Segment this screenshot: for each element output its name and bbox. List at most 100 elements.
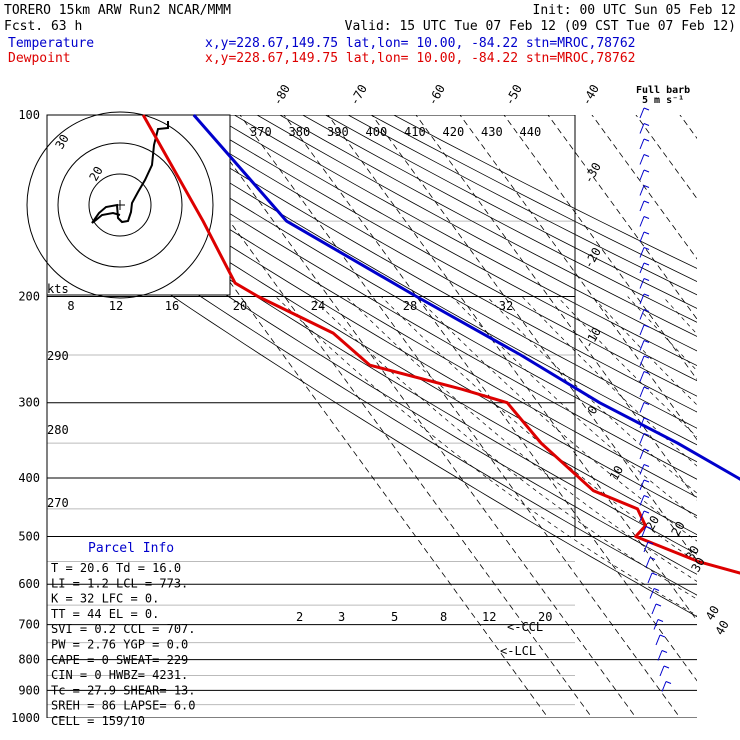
hodograph-speed-label: 16	[165, 299, 179, 313]
hodograph-ring	[57, 142, 183, 268]
hodograph-ring	[26, 111, 214, 299]
wind-barb	[639, 402, 645, 413]
pressure-tick-label: 200	[18, 290, 40, 304]
isotherm	[239, 115, 681, 718]
wind-barb-flag	[643, 107, 650, 111]
theta-label: 420	[443, 125, 465, 139]
pressure-tick-label: 300	[18, 396, 40, 410]
wind-barb-flag	[643, 216, 650, 219]
moist-adiabat	[486, 296, 697, 494]
parcel-info-row: CELL = 159/10	[51, 714, 145, 728]
moist-adiabat	[345, 296, 697, 582]
isotherm	[591, 115, 697, 260]
wind-barb	[639, 464, 645, 475]
wind-barb-flag	[643, 371, 650, 374]
moist-adiabat	[275, 296, 697, 616]
isotherm	[327, 115, 697, 622]
wind-barb-flag	[643, 386, 650, 390]
hodograph: 30 20 kts 8 12 16 20 24 28 32	[26, 111, 513, 313]
isotherm	[679, 115, 697, 139]
wind-barb	[639, 247, 645, 258]
moist-adiabat	[451, 296, 697, 519]
pressure-tick-label: 400	[18, 471, 40, 485]
wind-barb-flag	[653, 588, 660, 591]
pressure-tick-label: 500	[18, 529, 40, 543]
dry-adiabat	[233, 115, 697, 367]
dry-adiabat	[392, 115, 697, 269]
hodograph-box	[46, 114, 231, 296]
mixing-ratio-label: 5	[391, 610, 398, 624]
wind-barb	[649, 588, 655, 599]
moist-adiabat	[627, 296, 697, 372]
wind-barb	[639, 169, 645, 181]
temperature-legend: Temperature	[8, 36, 94, 51]
dry-adiabat	[47, 126, 697, 517]
isotherm-label: -40	[579, 82, 602, 108]
mixing-ratio-label: 20	[538, 610, 552, 624]
moist-adiabat	[521, 296, 697, 467]
wind-barb-flag	[643, 169, 650, 173]
wind-barb	[639, 309, 645, 320]
wind-barb	[639, 293, 645, 305]
grid-lines	[47, 115, 697, 718]
parcel-info-panel: Parcel Info T = 20.6 Td = 16.0LI = 1.2 L…	[51, 541, 196, 728]
barb-height-label: 40	[712, 618, 731, 638]
wind-barb-flag	[643, 417, 650, 421]
hodograph-speed-label: 24	[311, 299, 325, 313]
dry-adiabat	[47, 191, 697, 596]
forecast-hour: Fcst. 63 h	[4, 19, 82, 34]
wind-barb	[639, 386, 645, 398]
isotherm	[415, 115, 697, 501]
wind-barb-flag	[661, 650, 668, 653]
hodograph-speed-label: 32	[499, 299, 513, 313]
wind-barb-flag	[647, 541, 654, 545]
wind-barb	[641, 526, 647, 537]
isotherm-label: -50	[502, 82, 525, 108]
parcel-info-row: K = 32 LFC = 0.	[51, 592, 159, 606]
dry-adiabat	[188, 115, 697, 397]
pressure-tick-label: 100	[18, 108, 40, 122]
wind-barb	[639, 510, 645, 522]
dry-adiabat	[210, 115, 697, 382]
hodograph-speed-label: 8	[67, 299, 74, 313]
theta-label: 380	[289, 125, 311, 139]
parcel-info-row: SREH = 86 LAPSE= 6.0	[51, 699, 196, 713]
wind-barb-flag	[643, 355, 650, 359]
wind-barb-flag	[643, 464, 650, 467]
wind-barb-flag	[643, 123, 650, 126]
wind-barb	[645, 557, 651, 568]
moist-adiabat	[592, 296, 697, 406]
pressure-tick-label: 600	[18, 577, 40, 591]
isotherm	[547, 115, 697, 320]
isotherm	[195, 115, 637, 718]
wind-barb-flag	[643, 309, 650, 312]
wind-barb-flag	[643, 433, 650, 436]
wind-barb-flag	[643, 402, 650, 405]
dewpoint-legend: Dewpoint	[8, 51, 71, 66]
theta-label: 410	[404, 125, 426, 139]
moist-adiabat	[310, 296, 697, 600]
parcel-info-row: PW = 2.76 YGP = 0.0	[51, 638, 188, 652]
dry-adiabat	[47, 158, 697, 555]
dry-adiabat	[47, 142, 697, 536]
isotherm	[459, 115, 697, 441]
parcel-info-row: T = 20.6 Td = 16.0	[51, 561, 181, 575]
dry-adiabat	[301, 115, 697, 323]
wind-barb	[639, 479, 645, 491]
wind-barb-flag	[649, 557, 656, 560]
theta-label: 370	[250, 125, 272, 139]
moist-adiabat	[557, 296, 697, 438]
pressure-tick-label: 800	[18, 653, 40, 667]
isotherm	[283, 115, 697, 682]
theta-label: 430	[481, 125, 503, 139]
wind-barb	[639, 231, 645, 243]
wind-barb	[639, 185, 645, 196]
wind-barb-flag	[663, 665, 670, 669]
isotherm-label: 10	[607, 463, 626, 483]
wind-barb	[639, 417, 645, 429]
isotherm	[635, 115, 697, 200]
wind-barb	[639, 371, 645, 382]
theta-label: 390	[327, 125, 349, 139]
moist-adiabat	[381, 296, 697, 563]
